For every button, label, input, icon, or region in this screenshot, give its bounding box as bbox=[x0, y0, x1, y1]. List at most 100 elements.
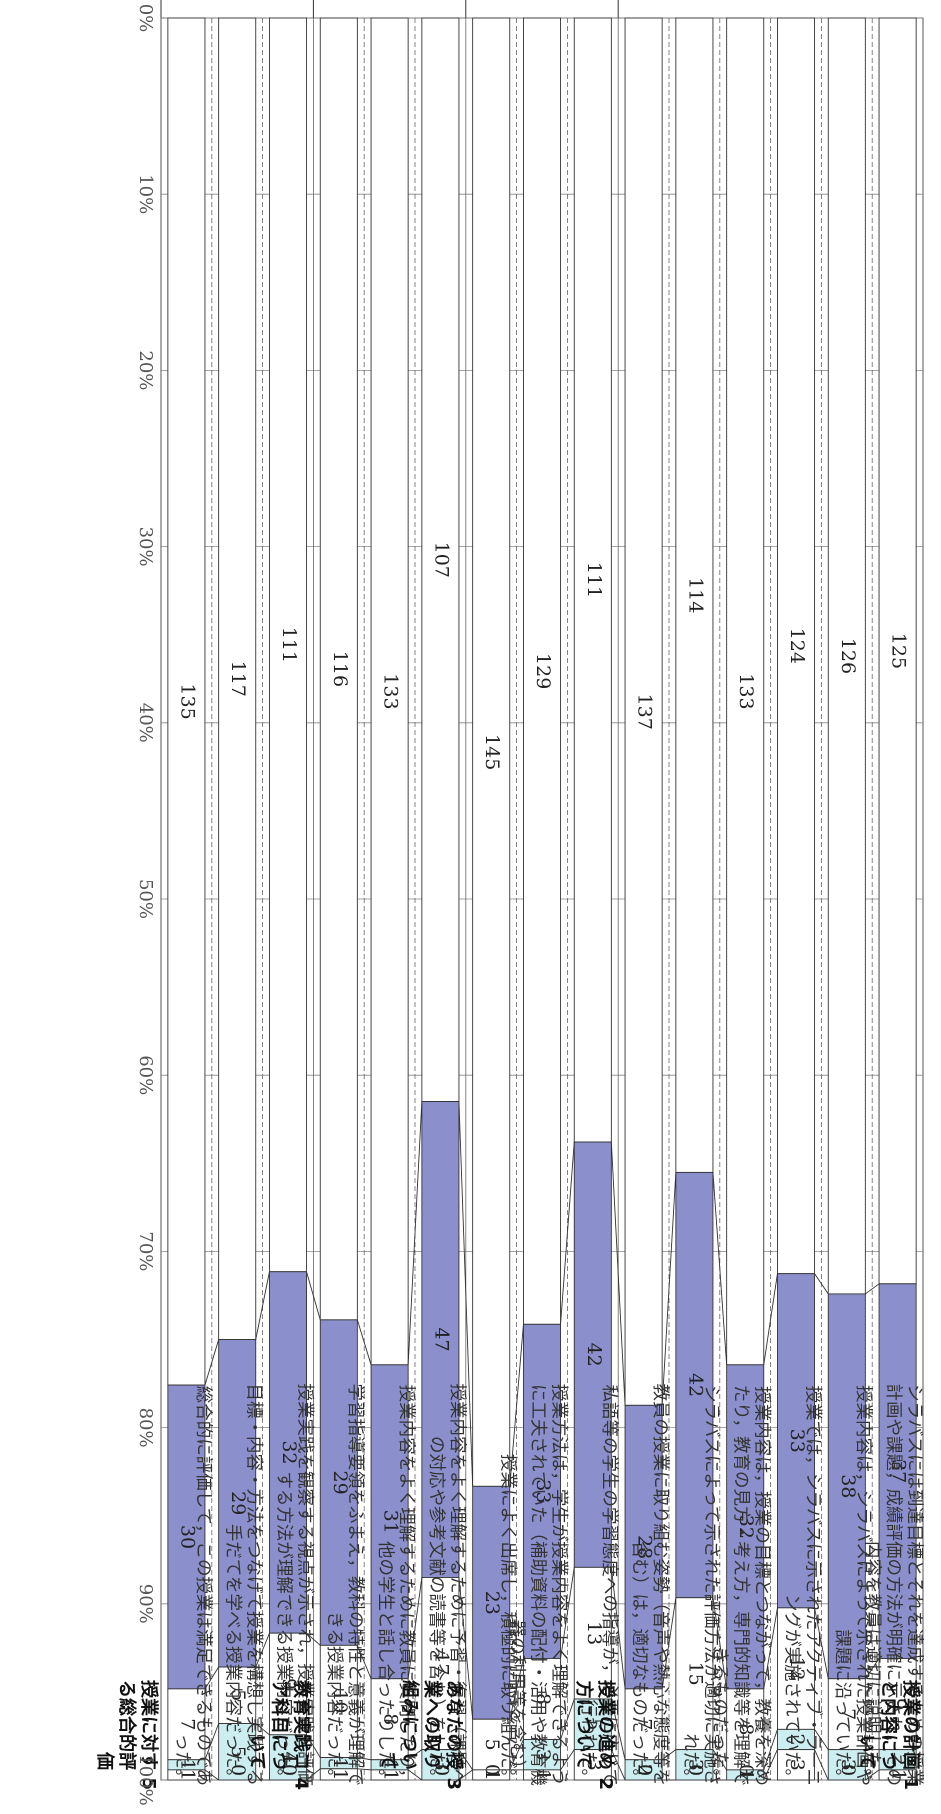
x-tick-label: 0% bbox=[135, 4, 156, 33]
category-label: 授業内容は，シラバスによって示された授業計画や課題に沿っていた。 bbox=[832, 1385, 873, 1786]
connector-line bbox=[306, 1271, 321, 1320]
data-label: 1 bbox=[532, 1769, 554, 1781]
connector-line bbox=[814, 1607, 829, 1679]
section-label: 5 授業に対する総合的評価 bbox=[94, 1680, 160, 1790]
category-label: 私語等の学生の学習態度への指導が，必要に応じて行われた。 bbox=[578, 1385, 619, 1786]
x-tick-label: 50% bbox=[135, 879, 156, 919]
bar-segment bbox=[421, 1749, 460, 1781]
data-label: 5 bbox=[583, 1718, 605, 1730]
connector-line bbox=[610, 1698, 626, 1760]
data-label: 8 bbox=[735, 1723, 757, 1735]
data-label: 107 bbox=[430, 542, 452, 578]
connector-line bbox=[814, 1729, 829, 1750]
connector-line bbox=[458, 1769, 473, 1781]
connector-line bbox=[763, 1607, 778, 1689]
connector-line bbox=[306, 1632, 321, 1646]
data-label: 3 bbox=[837, 1759, 859, 1771]
connector-line bbox=[610, 1142, 626, 1406]
data-label: 9 bbox=[278, 1678, 300, 1690]
data-label: 7 bbox=[176, 1718, 198, 1730]
data-label: 1 bbox=[329, 1768, 351, 1780]
data-label: 42 bbox=[583, 1343, 605, 1367]
bar-segment bbox=[370, 1769, 409, 1781]
section-title: 教育実践コア科目について bbox=[246, 1680, 312, 1770]
data-label: 3 bbox=[430, 1759, 452, 1771]
data-label: 38 bbox=[837, 1474, 859, 1498]
data-label: 5 bbox=[227, 1746, 249, 1758]
data-label: 30 bbox=[176, 1525, 198, 1549]
data-label: 2 bbox=[634, 1764, 656, 1776]
x-tick-label: 70% bbox=[135, 1231, 156, 1271]
category-label: 授業内容をよく理解するために教員に質問したり，他の学生と話し合ったりした。 bbox=[375, 1385, 416, 1786]
connector-line bbox=[560, 1567, 575, 1659]
connector-line bbox=[560, 1698, 575, 1740]
data-label: 10 bbox=[329, 1689, 351, 1713]
connector-line bbox=[255, 1723, 270, 1736]
section-number: 5 bbox=[138, 1777, 159, 1790]
data-label: 111 bbox=[278, 627, 300, 663]
section-title: あなたの授業への取り組みについて bbox=[377, 1679, 465, 1771]
connector-line bbox=[865, 1769, 880, 1781]
section-number: 4 bbox=[290, 1777, 311, 1790]
connector-line bbox=[407, 1769, 423, 1781]
data-label: 3 bbox=[583, 1759, 605, 1771]
connector-line bbox=[560, 1749, 575, 1771]
connector-line bbox=[356, 1645, 372, 1679]
x-tick-label: 90% bbox=[135, 1584, 156, 1624]
data-label: 5 bbox=[227, 1689, 249, 1701]
connector-line bbox=[610, 1567, 626, 1689]
connector-line bbox=[712, 1749, 728, 1771]
data-label: 133 bbox=[380, 673, 402, 709]
data-label: 29 bbox=[227, 1491, 249, 1515]
data-label: 116 bbox=[329, 651, 351, 687]
category-label: 授業方法は，学生が授業内容をよく理解できるように工夫されていた（補助資料の配付・… bbox=[506, 1384, 568, 1786]
connector-line bbox=[763, 1729, 778, 1771]
connector-line bbox=[560, 1142, 575, 1325]
category-label: 授業内容は，授業の目標とつながって，教養を深めたり，教育の見方・考え方，専門的知… bbox=[710, 1385, 772, 1786]
data-label: 133 bbox=[735, 673, 757, 709]
data-label: 8 bbox=[380, 1713, 402, 1725]
connector-line bbox=[356, 1319, 372, 1365]
data-label: 33 bbox=[786, 1429, 808, 1453]
data-label: 28 bbox=[634, 1535, 656, 1559]
connector-line bbox=[407, 1101, 423, 1365]
bar-segment bbox=[726, 1769, 765, 1781]
data-label: 1 bbox=[888, 1769, 910, 1781]
connector-line bbox=[204, 1723, 220, 1760]
data-label: 7 bbox=[634, 1718, 656, 1730]
data-label: 1 bbox=[380, 1759, 402, 1771]
data-label: 2 bbox=[786, 1733, 808, 1745]
connector-line bbox=[712, 1172, 728, 1365]
section-title: 授業に対する総合的評価 bbox=[94, 1680, 160, 1770]
connector-line bbox=[407, 1577, 423, 1679]
connector-line bbox=[865, 1283, 880, 1295]
connector-line bbox=[661, 1172, 677, 1406]
section-number: 2 bbox=[595, 1777, 616, 1790]
data-label: 7 bbox=[837, 1708, 859, 1720]
connector-line bbox=[509, 1739, 524, 1771]
data-label: 114 bbox=[684, 577, 706, 613]
data-label: 3 bbox=[532, 1749, 554, 1761]
category-label: 授業実践を観察する視点が示され，授業実践を評価する方法が理解できる授業内容だった… bbox=[273, 1384, 314, 1787]
connector-line bbox=[255, 1632, 270, 1668]
connector-line bbox=[509, 1658, 524, 1720]
connector-line bbox=[509, 1324, 524, 1487]
data-label: 1 bbox=[380, 1769, 402, 1781]
data-label: 33 bbox=[532, 1479, 554, 1503]
data-label: 1 bbox=[329, 1757, 351, 1769]
category-label: 授業では，シラバスに示されたアクティブ・ラーニングが実施されていた。 bbox=[781, 1386, 823, 1786]
bar-segment bbox=[827, 1749, 866, 1781]
data-label: 1 bbox=[735, 1769, 757, 1781]
bar-segment bbox=[777, 1749, 815, 1781]
data-label: 0 bbox=[227, 1764, 249, 1776]
category-label: 目標・内容・方法をつなげて授業を構想し実践する手だてを学べる授業内容だった。 bbox=[223, 1384, 264, 1787]
connector-line bbox=[610, 1749, 626, 1781]
data-label: 3 bbox=[786, 1759, 808, 1771]
data-label: 0 bbox=[278, 1764, 300, 1776]
data-label: 15 bbox=[684, 1662, 706, 1686]
data-label: 111 bbox=[583, 562, 605, 598]
data-label: 17 bbox=[430, 1651, 452, 1675]
data-label: 9 bbox=[888, 1698, 910, 1710]
